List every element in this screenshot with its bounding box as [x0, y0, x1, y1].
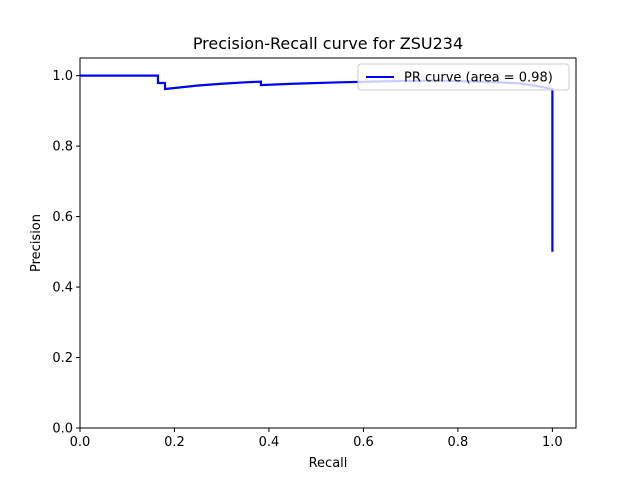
x-axis: 0.0 0.2 0.4 0.6 0.8 1.0	[70, 428, 563, 450]
y-axis-label: Precision	[29, 214, 44, 272]
x-tick-label: 0.4	[259, 435, 280, 450]
legend-box	[357, 63, 570, 91]
x-axis-label: Recall	[309, 456, 348, 471]
y-tick-label: 0.8	[52, 140, 73, 155]
legend: PR curve (area = 0.98)	[357, 63, 570, 91]
x-tick-label: 0.8	[448, 435, 469, 450]
y-tick-label: 0.6	[52, 210, 73, 225]
plot-frame	[79, 57, 577, 429]
x-tick-label: 0.0	[70, 435, 91, 450]
x-tick-label: 0.2	[164, 435, 185, 450]
y-tick-label: 0.0	[52, 422, 73, 437]
legend-label: PR curve (area = 0.98)	[404, 71, 553, 86]
y-tick-label: 0.2	[52, 351, 73, 366]
y-tick-label: 1.0	[52, 69, 73, 84]
y-tick-label: 0.4	[52, 281, 73, 296]
chart-title: Precision-Recall curve for ZSU234	[193, 34, 463, 53]
x-tick-label: 1.0	[542, 435, 563, 450]
x-tick-label: 0.6	[353, 435, 374, 450]
plot-area	[79, 57, 577, 429]
y-axis: 0.0 0.2 0.4 0.6 0.8 1.0	[52, 69, 80, 437]
